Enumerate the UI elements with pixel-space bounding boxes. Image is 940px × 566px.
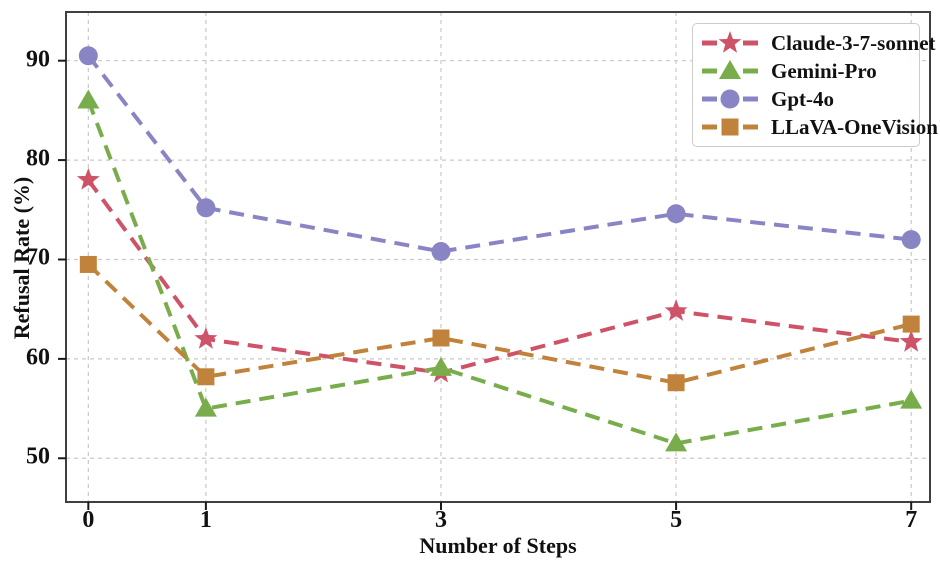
legend-label: Claude-3-7-sonnet (771, 30, 936, 55)
x-tick-label: 0 (82, 507, 95, 533)
y-tick-label: 90 (26, 46, 50, 73)
legend-label: Gpt-4o (771, 86, 834, 111)
gemini-triangle-marker-icon (701, 59, 759, 83)
legend-item-claude-3-7-sonnet: Claude-3-7-sonnet (701, 29, 936, 57)
x-tick-label: 5 (670, 507, 683, 533)
x-tick-label: 3 (434, 507, 447, 533)
llava-square-marker-icon (701, 115, 759, 139)
y-tick-label: 50 (26, 443, 50, 470)
series-Gemini-Pro (77, 89, 923, 452)
series-LLaVA-OneVision (79, 255, 920, 392)
x-tick-label: 7 (905, 507, 918, 533)
y-tick-label: 60 (26, 344, 50, 371)
series-Gpt-4o (78, 46, 921, 262)
claude-star-marker-icon (701, 31, 759, 55)
legend: Claude-3-7-sonnet Gemini-Pro Gpt-4o LLaV… (692, 23, 938, 147)
legend-label: Gemini-Pro (771, 58, 877, 83)
y-tick-label: 80 (26, 145, 50, 172)
legend-item-gpt-4o: Gpt-4o (701, 85, 911, 113)
x-tick-label: 1 (199, 507, 212, 533)
gpt4o-circle-marker-icon (701, 87, 759, 111)
legend-item-gemini-pro: Gemini-Pro (701, 57, 911, 85)
x-axis-label: Number of Steps (419, 533, 577, 558)
legend-item-llava-onevision: LLaVA-OneVision (701, 113, 938, 141)
legend-label: LLaVA-OneVision (771, 114, 938, 139)
y-tick-label: 70 (26, 244, 50, 271)
